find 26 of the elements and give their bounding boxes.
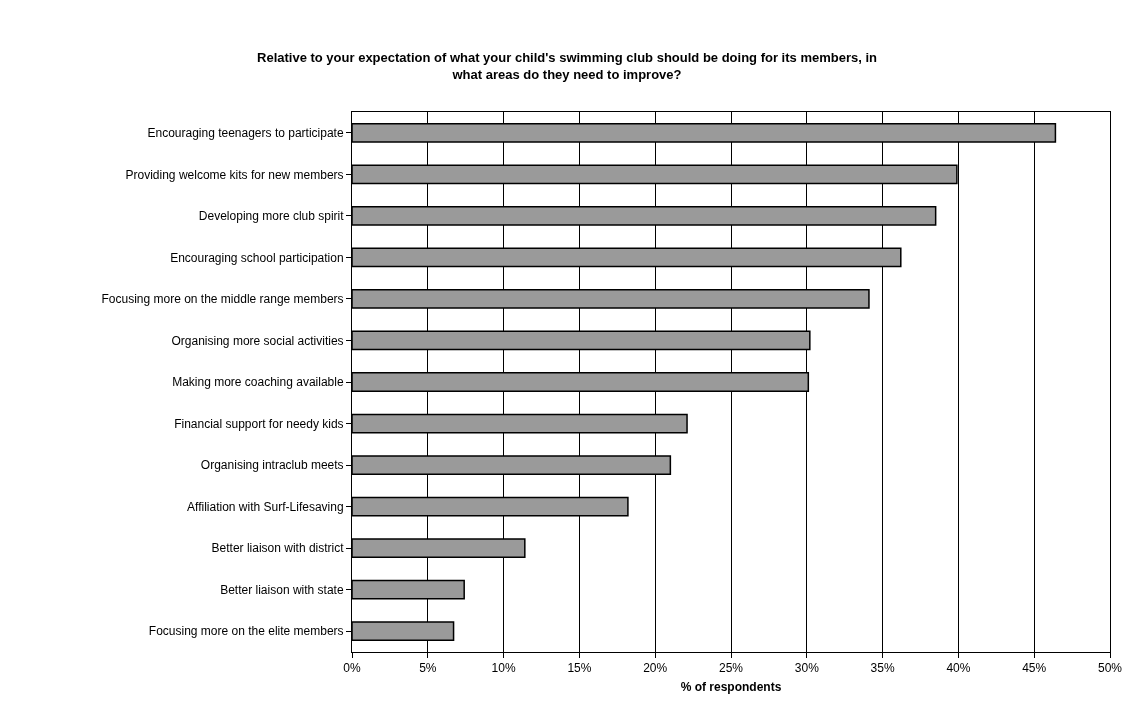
chart-title: Relative to your expectation of what your child's swimming club should be doing for its members, in what areas do they need to improve?: [257, 50, 878, 82]
x-tick-label: 35%: [870, 661, 895, 676]
y-tick-label: Organising intraclub meets: [200, 458, 344, 473]
y-tick-label: Encouraging teenagers to participate: [147, 125, 344, 140]
x-tick-label: 15%: [567, 661, 592, 676]
x-axis-title: % of respondents: [680, 680, 782, 695]
y-tick-label: Organising more social activities: [171, 333, 344, 348]
x-tick-label: 40%: [946, 661, 971, 676]
y-tick-label: Focusing more on the elite members: [148, 624, 344, 639]
y-tick-label: Encouraging school participation: [170, 250, 344, 265]
x-tick-label: 20%: [643, 661, 668, 676]
y-tick-label: Making more coaching available: [172, 375, 344, 390]
x-tick-label: 0%: [343, 661, 361, 676]
x-tick-label: 30%: [794, 661, 820, 676]
y-tick-label: Affiliation with Surf-Lifesaving: [187, 499, 344, 514]
x-tick-label: 10%: [491, 661, 516, 676]
y-tick-label: Providing welcome kits for new members: [125, 167, 344, 182]
y-tick-label: Better liaison with district: [211, 541, 345, 556]
y-tick-label: Better liaison with state: [220, 582, 344, 597]
x-tick-label: 5%: [419, 661, 437, 676]
x-tick-label: 50%: [1097, 661, 1123, 676]
x-tick-label: 25%: [718, 661, 744, 676]
x-tick-label: 45%: [1022, 661, 1047, 676]
y-tick-label: Developing more club spirit: [198, 209, 345, 224]
y-tick-label: Financial support for needy kids: [174, 416, 344, 431]
y-tick-label: Focusing more on the middle range members: [101, 292, 344, 307]
